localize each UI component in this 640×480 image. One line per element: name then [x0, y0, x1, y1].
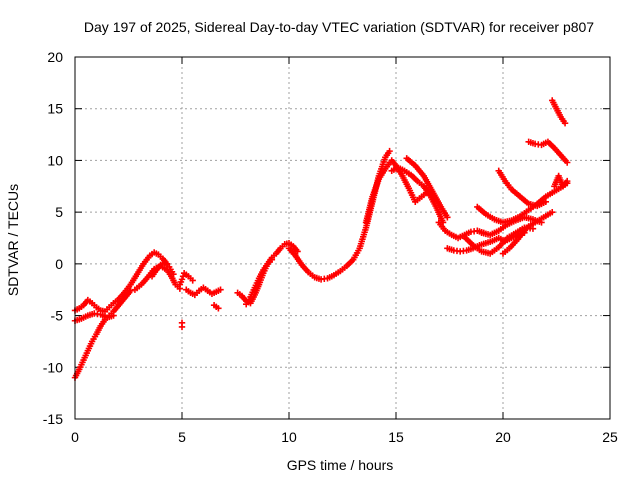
data-point — [178, 276, 186, 283]
data-point — [549, 208, 556, 216]
data-point — [564, 179, 571, 187]
x-tick-label: 25 — [602, 429, 618, 445]
x-tick-label: 5 — [178, 429, 186, 445]
data-points — [71, 97, 571, 381]
y-tick-label: 20 — [47, 49, 63, 65]
data-point — [217, 286, 224, 293]
data-point-trail — [179, 273, 187, 280]
x-tick-label: 0 — [71, 429, 79, 445]
data-point — [178, 319, 186, 327]
y-tick-label: -5 — [51, 308, 64, 324]
y-axis-label: SDTVAR / TECUs — [5, 184, 21, 296]
data-point — [564, 159, 571, 166]
data-point — [189, 277, 196, 284]
y-tick-label: 5 — [55, 204, 63, 220]
chart-title: Day 197 of 2025, Sidereal Day-to-day VTE… — [84, 19, 594, 35]
data-point — [215, 305, 222, 312]
y-tick-label: -10 — [43, 359, 63, 375]
plot-frame — [74, 56, 611, 420]
x-tick-label: 15 — [388, 429, 404, 445]
y-tick-label: -15 — [43, 411, 63, 427]
x-tick-label: 20 — [495, 429, 511, 445]
data-point — [268, 256, 276, 263]
data-point — [444, 214, 451, 221]
data-point — [127, 287, 134, 294]
x-tick-label: 10 — [281, 429, 297, 445]
data-point — [170, 271, 177, 278]
data-point — [561, 119, 569, 127]
tick-labels: 0 5 10 15 20 25 -15 -10 -5 0 5 10 15 20 — [43, 49, 618, 445]
y-tick-label: 0 — [55, 256, 63, 272]
data-point — [386, 147, 393, 155]
y-tick-label: 10 — [47, 152, 63, 168]
x-axis-label: GPS time / hours — [287, 457, 394, 473]
y-tick-label: 15 — [47, 101, 63, 117]
grid-lines — [75, 57, 610, 419]
data-point — [110, 312, 117, 319]
axis-ticks — [74, 56, 611, 420]
data-point — [294, 248, 301, 255]
